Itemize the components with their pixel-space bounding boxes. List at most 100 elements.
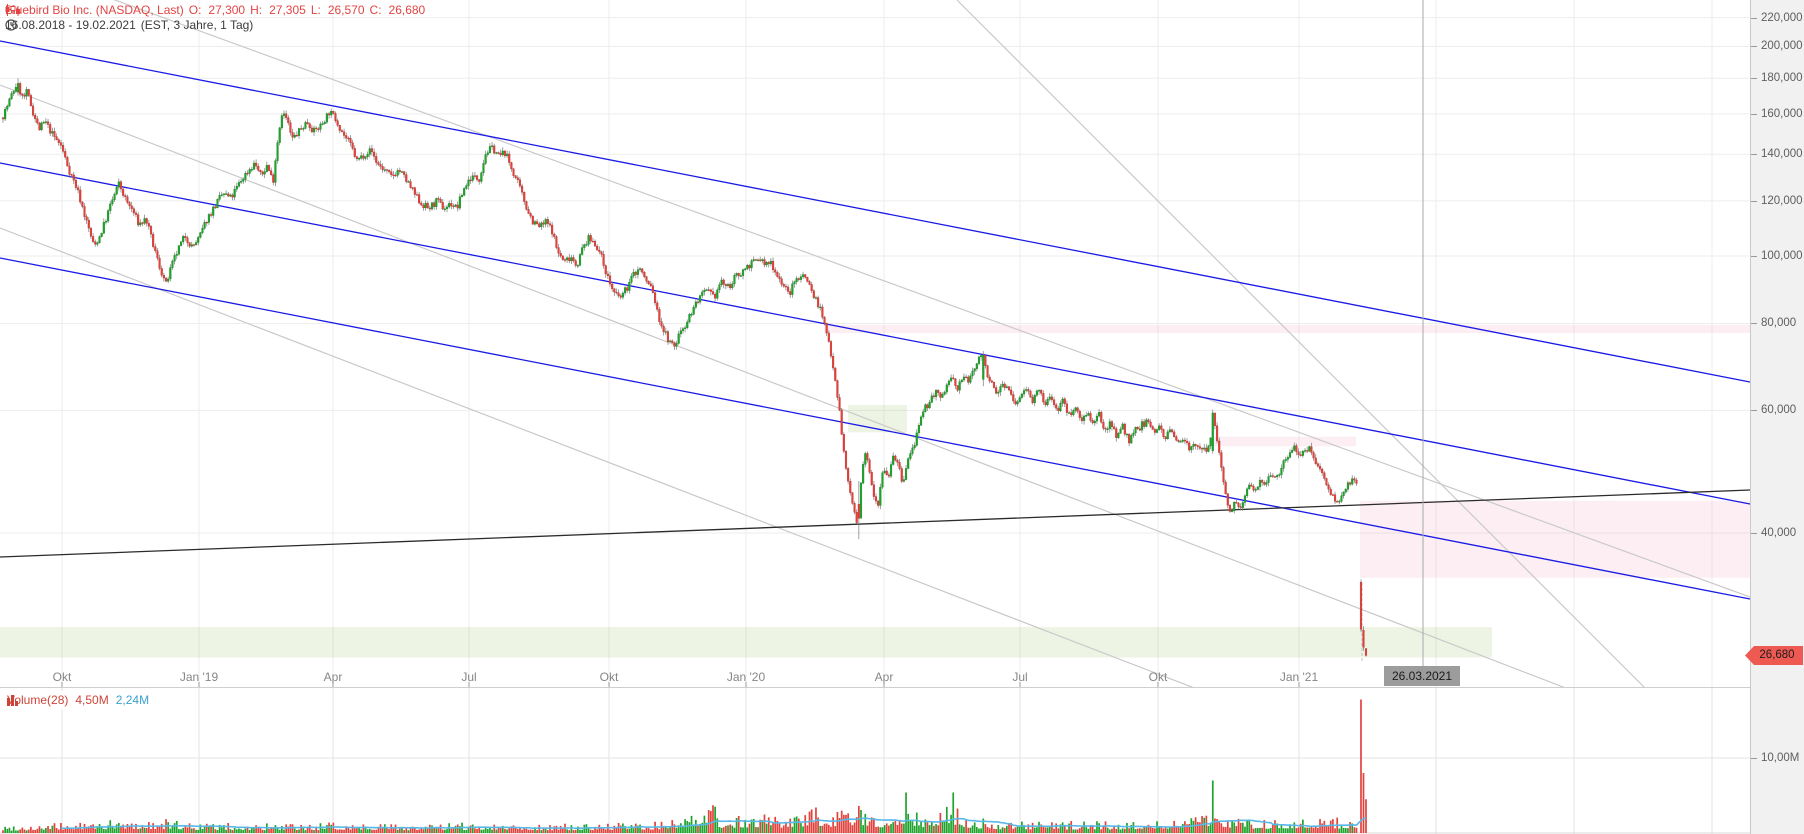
volume-bar bbox=[471, 824, 474, 833]
volume-bar bbox=[450, 828, 453, 833]
candle-body bbox=[1074, 407, 1077, 411]
candle-body bbox=[373, 151, 376, 157]
candle-body bbox=[1035, 390, 1038, 396]
pane-separator[interactable] bbox=[0, 687, 1804, 688]
candle-body bbox=[885, 470, 888, 476]
candle-body bbox=[533, 221, 537, 225]
volume-bar bbox=[830, 826, 832, 833]
volume-bar bbox=[6, 828, 9, 833]
candle-body bbox=[312, 127, 316, 133]
volume-bar bbox=[240, 829, 242, 833]
volume-bar bbox=[896, 824, 899, 833]
candle-body bbox=[1130, 435, 1133, 444]
candle-body bbox=[810, 284, 813, 291]
candle-body bbox=[1029, 390, 1032, 398]
candle-body bbox=[982, 355, 985, 380]
volume-bar bbox=[47, 825, 49, 833]
candle-body bbox=[772, 260, 775, 271]
candle-body bbox=[1110, 421, 1114, 427]
candle-body bbox=[83, 206, 86, 217]
candle-body bbox=[907, 458, 910, 469]
volume-bar bbox=[534, 827, 536, 833]
volume-bar bbox=[557, 829, 560, 833]
candle-body bbox=[1243, 495, 1247, 503]
candle-body bbox=[1052, 399, 1056, 405]
candle-body bbox=[761, 259, 764, 261]
volume-bar bbox=[1347, 828, 1349, 833]
candle-body bbox=[679, 330, 682, 335]
volume-bar bbox=[23, 829, 26, 833]
candle-body bbox=[1342, 491, 1345, 497]
candle-body bbox=[817, 297, 820, 308]
candle-body bbox=[737, 273, 740, 277]
volume-bar bbox=[360, 829, 363, 833]
candle-body bbox=[362, 155, 365, 159]
x-axis-label: Okt bbox=[1149, 670, 1168, 684]
volume-bar bbox=[834, 826, 837, 833]
volume-bar bbox=[1115, 828, 1118, 833]
volume-bar bbox=[613, 825, 616, 833]
candle-body bbox=[261, 171, 264, 175]
volume-bar bbox=[1151, 827, 1154, 833]
volume-bar bbox=[669, 827, 671, 833]
price-pane[interactable]: Okt Jan '19 Apr Jul Okt Jan '20 Apr Jul Okt Jan '… bbox=[0, 0, 1750, 688]
volume-pane[interactable] bbox=[0, 688, 1750, 834]
volume-bar bbox=[626, 828, 629, 833]
volume-bar bbox=[759, 819, 762, 833]
candle-body bbox=[10, 93, 13, 100]
candle-body bbox=[1100, 412, 1103, 423]
volume-bar bbox=[38, 826, 41, 833]
volume-bar bbox=[1317, 827, 1319, 833]
candle-body bbox=[1117, 432, 1120, 438]
candle-body bbox=[853, 503, 856, 513]
volume-bar bbox=[785, 821, 787, 833]
candle-body bbox=[1220, 452, 1223, 468]
candle-body bbox=[791, 283, 794, 295]
candle-body bbox=[381, 166, 384, 170]
candle-body bbox=[840, 409, 843, 435]
candle-body bbox=[343, 131, 346, 136]
volume-bar bbox=[604, 829, 607, 833]
candle-body bbox=[358, 158, 361, 160]
candle-body bbox=[1160, 425, 1163, 430]
candle-body bbox=[720, 279, 723, 285]
volume-bar bbox=[216, 830, 219, 833]
volume-bar bbox=[1269, 827, 1272, 833]
volume-bar bbox=[649, 829, 652, 833]
candle-body bbox=[1241, 502, 1244, 508]
candle-body bbox=[956, 385, 959, 391]
volume-bar bbox=[1136, 828, 1139, 833]
volume-bar bbox=[343, 829, 345, 833]
volume-bar bbox=[697, 825, 699, 833]
volume-bar bbox=[1104, 821, 1107, 833]
candlesticks bbox=[1, 78, 1368, 657]
candle-body bbox=[368, 148, 371, 155]
volume-bar bbox=[456, 824, 459, 833]
candle-body bbox=[1331, 494, 1334, 496]
candle-body bbox=[1093, 420, 1096, 424]
candle-body bbox=[617, 292, 620, 296]
candle-body bbox=[581, 247, 584, 255]
price-axis[interactable]: 220,000 200,000 180,000 160,000 140,000 120,0… bbox=[1750, 0, 1804, 834]
candle-body bbox=[407, 181, 410, 183]
instrument-name[interactable]: Bluebird Bio Inc. (NASDAQ, Last) bbox=[5, 3, 184, 17]
candle-body bbox=[42, 122, 45, 124]
volume-bar bbox=[725, 825, 727, 833]
candle-body bbox=[523, 192, 526, 202]
volume-bar bbox=[53, 823, 56, 833]
volume-bar bbox=[937, 825, 940, 833]
volume-bar bbox=[336, 829, 339, 833]
volume-indicator-label[interactable]: Volume(28) bbox=[7, 693, 69, 707]
candle-body bbox=[578, 254, 582, 266]
volume-bar bbox=[1250, 824, 1253, 833]
candle-body bbox=[1087, 413, 1090, 416]
candle-body bbox=[246, 172, 249, 175]
volume-bar bbox=[117, 822, 120, 833]
volume-bar bbox=[160, 823, 163, 833]
x-axis-label: Okt bbox=[53, 670, 72, 684]
low-value: 26,570 bbox=[327, 3, 365, 17]
candle-body bbox=[122, 188, 125, 196]
volume-bar bbox=[915, 812, 918, 833]
candle-body bbox=[870, 472, 873, 485]
candle-body bbox=[89, 227, 92, 237]
